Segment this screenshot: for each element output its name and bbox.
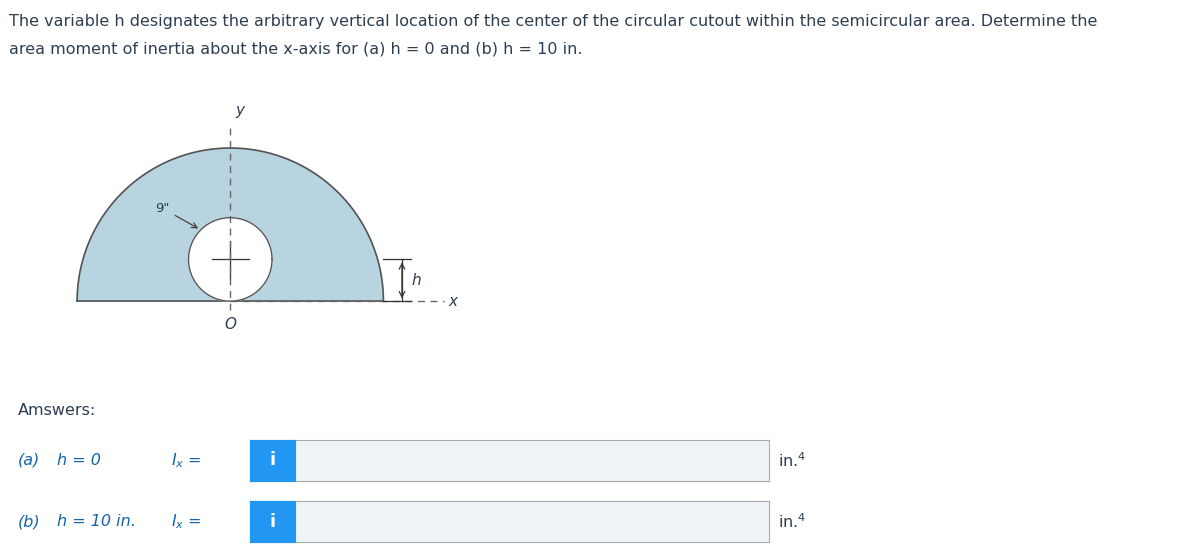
Text: in.$^4$: in.$^4$ — [778, 451, 806, 470]
Text: The variable h designates the arbitrary vertical location of the center of the c: The variable h designates the arbitrary … — [9, 14, 1098, 29]
Text: (a): (a) — [18, 453, 40, 468]
Text: h: h — [411, 273, 421, 288]
Text: 9": 9" — [156, 202, 197, 228]
Text: area moment of inertia about the x-axis for (a) h = 0 and (b) h = 10 in.: area moment of inertia about the x-axis … — [9, 42, 582, 57]
Text: O: O — [224, 318, 236, 333]
Text: i: i — [269, 451, 276, 469]
Text: i: i — [269, 513, 276, 531]
Text: h = 10 in.: h = 10 in. — [57, 514, 136, 529]
Text: y: y — [235, 103, 244, 118]
Text: x: x — [448, 294, 457, 309]
Polygon shape — [189, 218, 272, 301]
Polygon shape — [77, 148, 383, 301]
Text: $I_x$ =: $I_x$ = — [171, 451, 202, 470]
Text: (b): (b) — [18, 514, 40, 529]
Text: Amswers:: Amswers: — [18, 403, 95, 418]
Text: in.$^4$: in.$^4$ — [778, 512, 806, 531]
Text: h = 0: h = 0 — [57, 453, 100, 468]
Text: $I_x$ =: $I_x$ = — [171, 512, 202, 531]
